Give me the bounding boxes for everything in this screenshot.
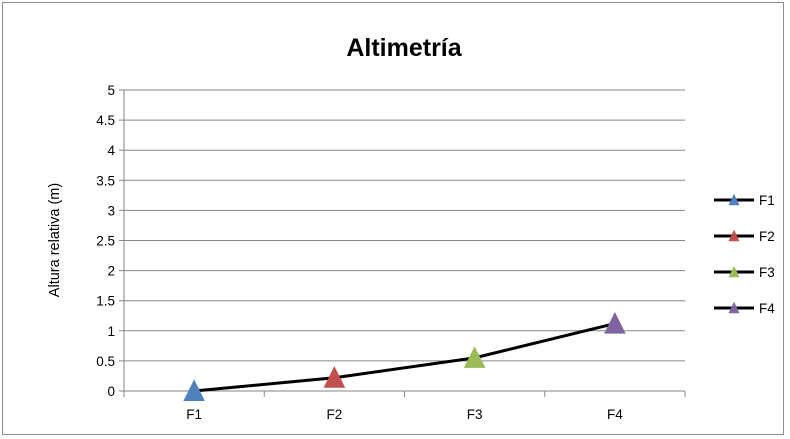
x-tick-labels: F1 F2 F3 F4 <box>186 407 623 422</box>
y-tick-label: 3.5 <box>96 173 115 188</box>
marker-f4 <box>604 311 626 334</box>
data-markers <box>183 311 626 401</box>
x-tick-label: F2 <box>326 407 342 422</box>
y-axis-title: Altura relativa (m) <box>47 183 63 297</box>
y-tick-label: 0.5 <box>96 354 115 369</box>
gridlines <box>124 89 685 362</box>
y-tick-labels: 0 0.5 1 1.5 2 2.5 3 3.5 4 4.5 5 <box>96 83 115 399</box>
legend-item-f1: F1 <box>714 193 775 208</box>
legend-item-f4: F4 <box>714 301 775 316</box>
chart-frame <box>2 2 784 435</box>
y-tick-label: 4.5 <box>96 113 115 128</box>
series-line-path <box>193 322 616 393</box>
y-tick-label: 2 <box>107 264 115 279</box>
series-line <box>193 322 616 393</box>
y-tick-label: 4 <box>107 143 115 158</box>
legend-marker <box>728 229 740 242</box>
legend-marker <box>728 301 740 314</box>
marker-f2 <box>323 366 346 388</box>
legend-marker <box>728 265 740 278</box>
x-tick-label: F1 <box>186 407 202 422</box>
y-tick-label: 2.5 <box>96 234 115 249</box>
marker-f3 <box>463 346 486 368</box>
legend-marker <box>728 193 740 206</box>
axes <box>119 89 686 397</box>
y-tick-label: 1.5 <box>96 294 115 309</box>
marker-f1 <box>183 379 205 401</box>
legend-label: F3 <box>759 265 775 280</box>
legend-item-f2: F2 <box>714 229 775 244</box>
chart-title: Altimetría <box>346 34 462 62</box>
x-tick-label: F3 <box>467 407 483 422</box>
y-tick-label: 3 <box>107 203 115 218</box>
legend-item-f3: F3 <box>714 265 775 280</box>
y-tick-label: 1 <box>107 324 115 339</box>
x-tick-label: F4 <box>607 407 623 422</box>
legend-label: F2 <box>759 229 775 244</box>
y-tick-label: 5 <box>107 83 115 98</box>
y-tick-label: 0 <box>107 384 115 399</box>
legend-label: F1 <box>759 193 775 208</box>
legend-label: F4 <box>759 301 775 316</box>
legend: F1 F2 F3 F4 <box>714 193 775 316</box>
